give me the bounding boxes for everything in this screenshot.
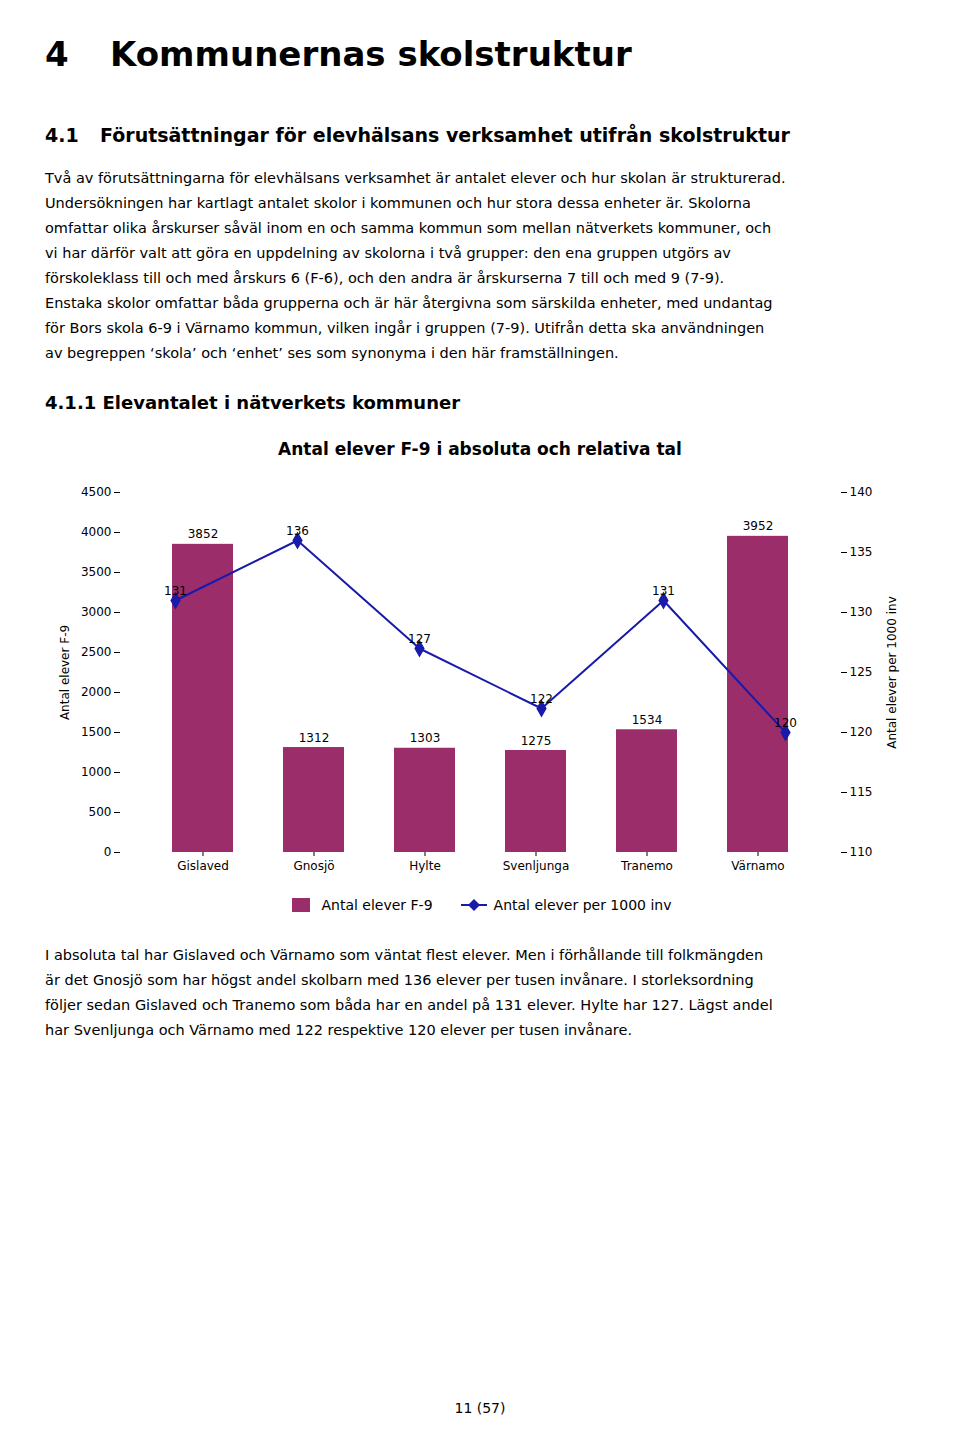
svg-text:3952: 3952 [743, 519, 774, 533]
html-text:Antal elever per 1000 inv: Antal elever per 1000 inv [493, 897, 672, 913]
svg-text:1534: 1534 [632, 713, 663, 727]
html-text:Antal elever F-9 i absoluta oc: Antal elever F-9 i absoluta och relativa… [278, 439, 682, 459]
html-text:4.1: 4.1 [45, 124, 79, 146]
svg-text:Värnamo: Värnamo [731, 859, 784, 873]
svg-text:131: 131 [652, 584, 675, 598]
svg-text:Antal elever F-9: Antal elever F-9 [58, 625, 72, 720]
svg-text:122: 122 [530, 692, 553, 706]
svg-text:1312: 1312 [299, 731, 330, 745]
svg-text:Tranemo: Tranemo [620, 859, 673, 873]
svg-text:4500: 4500 [81, 485, 112, 499]
html-text:I absoluta tal har Gislaved oc: I absoluta tal har Gislaved och Värnamo … [45, 947, 764, 963]
html-text:Två av förutsättningarna för e: Två av förutsättningarna för elevhälsans… [45, 170, 786, 186]
svg-text:127: 127 [408, 632, 431, 646]
svg-text:Gislaved: Gislaved [177, 859, 229, 873]
html-text:har Svenljunga och Värnamo med: har Svenljunga och Värnamo med 122 respe… [45, 1022, 632, 1038]
svg-text:3852: 3852 [188, 527, 219, 541]
svg-text:120: 120 [774, 716, 797, 730]
svg-text:125: 125 [850, 665, 873, 679]
svg-text:Hylte: Hylte [409, 859, 441, 873]
svg-text:Antal elever per 1000 inv: Antal elever per 1000 inv [885, 596, 899, 749]
svg-text:136: 136 [286, 524, 309, 538]
svg-text:1500: 1500 [81, 725, 112, 739]
html-text:Undersökningen har kartlagt an: Undersökningen har kartlagt antalet skol… [45, 195, 751, 211]
html-text:omfattar olika årskurser såväl: omfattar olika årskurser såväl inom en o… [45, 220, 772, 236]
svg-text:135: 135 [850, 545, 873, 559]
svg-text:Svenljunga: Svenljunga [503, 859, 570, 873]
html-text:förskoleklass till och med års: förskoleklass till och med årskurs 6 (F-… [45, 270, 725, 286]
svg-text:4000: 4000 [81, 525, 112, 539]
html-text:Förutsättningar för elevhälsan: Förutsättningar för elevhälsans verksamh… [100, 124, 790, 146]
html-text:4.1.1 Elevantalet i nätverkets: 4.1.1 Elevantalet i nätverkets kommuner [45, 392, 461, 413]
svg-text:3000: 3000 [81, 605, 112, 619]
svg-text:120: 120 [850, 725, 873, 739]
html-text:av begreppen ‘skola’ och ‘enhe: av begreppen ‘skola’ och ‘enhet’ ses som… [45, 345, 619, 361]
svg-text:1000: 1000 [81, 765, 112, 779]
svg-text:140: 140 [850, 485, 873, 499]
html-text:4: 4 [45, 34, 69, 74]
html-text:för Bors skola 6-9 i Värnamo k: för Bors skola 6-9 i Värnamo kommun, vil… [45, 320, 765, 336]
svg-text:110: 110 [850, 845, 873, 859]
html-text:följer sedan Gislaved och Tran: följer sedan Gislaved och Tranemo som bå… [45, 997, 773, 1013]
svg-text:115: 115 [850, 785, 873, 799]
html-text:Enstaka skolor omfattar båda g: Enstaka skolor omfattar båda grupperna o… [45, 295, 773, 311]
html-text:11 (57): 11 (57) [454, 1400, 506, 1416]
html-text:vi har därför valt att göra en: vi har därför valt att göra en uppdelnin… [45, 245, 731, 261]
svg-text:3500: 3500 [81, 565, 112, 579]
svg-text:1303: 1303 [410, 731, 441, 745]
svg-text:500: 500 [89, 805, 112, 819]
svg-text:130: 130 [850, 605, 873, 619]
html-text:Kommunernas skolstruktur: Kommunernas skolstruktur [110, 34, 632, 74]
svg-text:Gnosjö: Gnosjö [293, 859, 334, 873]
svg-text:1275: 1275 [521, 734, 552, 748]
svg-text:2000: 2000 [81, 685, 112, 699]
html-text:är det Gnosjö som har högst an: är det Gnosjö som har högst andel skolba… [45, 972, 754, 988]
svg-text:2500: 2500 [81, 645, 112, 659]
html-text:Antal elever F-9: Antal elever F-9 [321, 897, 433, 913]
svg-text:131: 131 [164, 584, 187, 598]
svg-text:0: 0 [104, 845, 112, 859]
